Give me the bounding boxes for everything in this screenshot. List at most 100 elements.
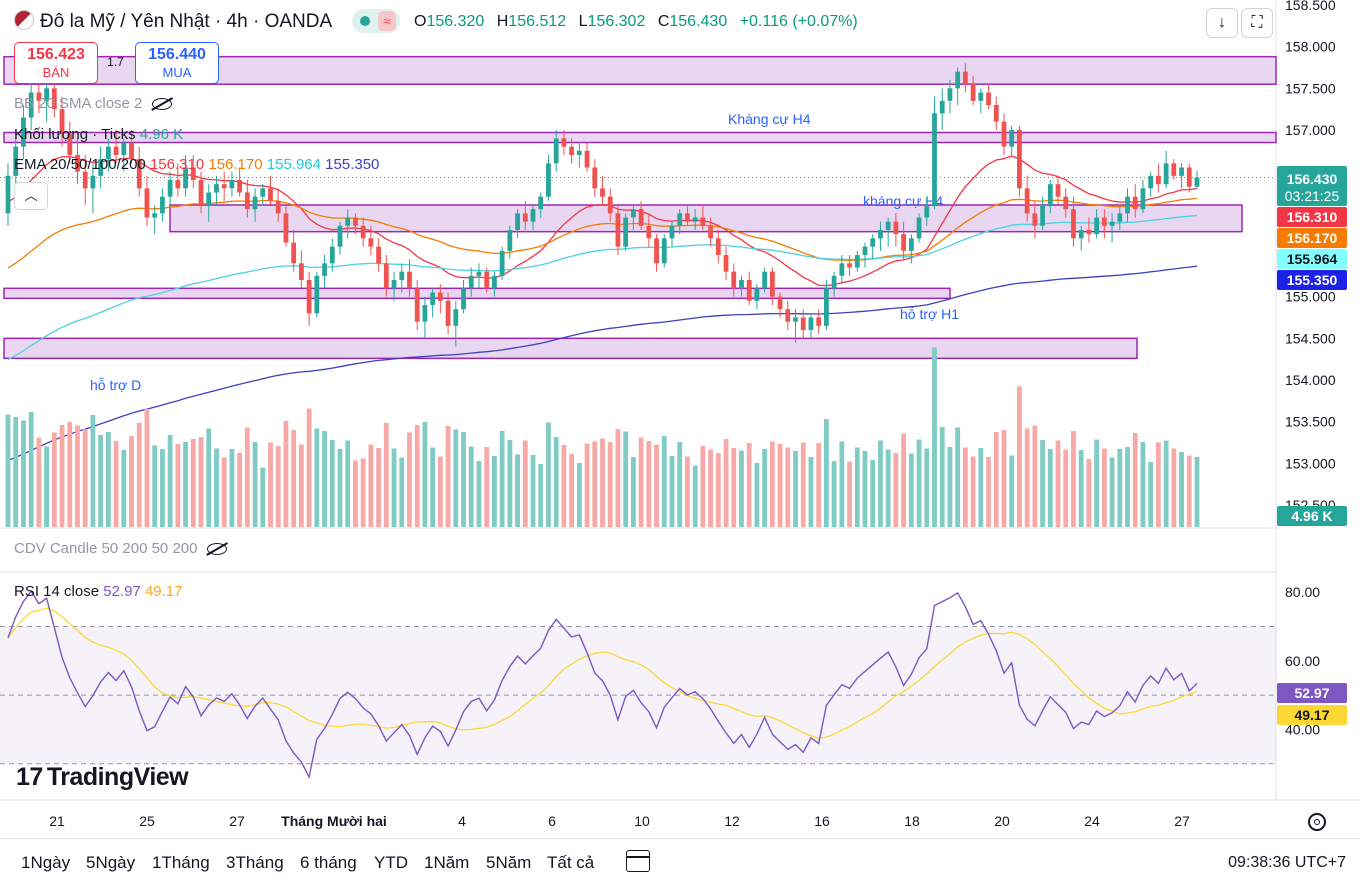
- candle: [260, 184, 266, 205]
- candle-body: [1063, 196, 1069, 210]
- candle-body: [414, 288, 420, 322]
- volume-bar: [638, 437, 644, 527]
- candle: [1055, 175, 1061, 205]
- volume-bar: [407, 432, 412, 527]
- candle: [824, 280, 829, 330]
- buy-price: 156.440: [148, 46, 206, 63]
- candle-body: [1009, 130, 1015, 147]
- clock[interactable]: 09:38:36 UTC+7: [1228, 854, 1346, 871]
- buy-button[interactable]: 156.440 MUA: [135, 42, 219, 84]
- volume-bar: [692, 465, 698, 527]
- market-status-pill[interactable]: ≈: [352, 9, 400, 33]
- candle: [607, 188, 613, 222]
- chart-canvas[interactable]: Kháng cự H4 kháng cự H4 hỗ trợ H1 hỗ trợ D 1…: [0, 0, 1360, 838]
- candle: [600, 175, 605, 205]
- rsi-legend[interactable]: RSI 14 close 52.97 49.17: [14, 583, 182, 600]
- candle-body: [978, 92, 984, 101]
- candle: [414, 280, 420, 330]
- symbol-title[interactable]: Đô la Mỹ / Yên Nhật · 4h · OANDA: [14, 10, 332, 33]
- volume-bar: [167, 435, 173, 527]
- volume-bar: [1194, 456, 1200, 527]
- volume-bar: [468, 446, 474, 527]
- candle-body: [237, 180, 243, 193]
- sell-button[interactable]: 156.423 BÁN: [14, 42, 98, 84]
- ema200-line: [7, 265, 1198, 462]
- candle-body: [1040, 205, 1045, 226]
- candle-body: [955, 71, 961, 89]
- candle-body: [839, 263, 845, 276]
- time-tick-label: 25: [139, 813, 155, 829]
- volume-bar: [82, 429, 88, 527]
- volume-legend[interactable]: Khối lượng · Ticks 4.96 K: [14, 126, 183, 143]
- tradingview-icon: 17: [16, 763, 43, 791]
- candle: [360, 217, 366, 247]
- range-all[interactable]: Tất cả: [547, 853, 595, 872]
- candle-body: [283, 213, 289, 243]
- candle-body: [461, 288, 466, 310]
- candle-body: [175, 180, 181, 189]
- eye-hidden-icon[interactable]: [152, 98, 173, 111]
- range-3m[interactable]: 3Tháng: [226, 853, 284, 872]
- volume-bar: [190, 439, 196, 527]
- fullscreen-button[interactable]: ⛶: [1241, 8, 1273, 38]
- candle-body: [1024, 188, 1030, 214]
- tradingview-logo[interactable]: 17 TradingView: [16, 763, 189, 792]
- volume-bar: [1055, 440, 1061, 527]
- gear-icon[interactable]: [1308, 813, 1326, 831]
- volume-bar: [816, 443, 822, 527]
- download-button[interactable]: ↓: [1206, 8, 1238, 38]
- candle: [692, 209, 698, 230]
- candle: [1063, 188, 1069, 218]
- candle: [1017, 125, 1022, 197]
- volume-bar: [175, 444, 181, 527]
- volume-bar: [623, 431, 629, 527]
- candle-body: [75, 155, 80, 172]
- calendar-icon[interactable]: [626, 850, 650, 872]
- range-1y[interactable]: 1Năm: [424, 853, 470, 872]
- candle-body: [893, 221, 899, 235]
- volume-bar: [916, 439, 922, 527]
- volume-bar: [75, 425, 80, 527]
- volume-bar: [206, 428, 212, 527]
- volume-bar: [847, 461, 852, 527]
- range-5y[interactable]: 5Năm: [486, 853, 532, 872]
- collapse-legend-button[interactable]: ︿: [14, 182, 48, 210]
- candle-body: [538, 196, 544, 210]
- range-6m[interactable]: 6 tháng: [300, 853, 357, 872]
- volume-bar: [1125, 447, 1130, 527]
- ohlc-readout: O156.320 H156.512 L156.302 C156.430 +0.1…: [414, 13, 866, 31]
- candle-body: [777, 296, 783, 310]
- bb-legend[interactable]: BB 20 SMA close 2: [14, 95, 173, 112]
- rsi-tick-label: 40.00: [1285, 721, 1320, 737]
- candle: [831, 271, 837, 297]
- candle: [685, 205, 690, 226]
- ema-legend[interactable]: EMA 20/50/100/200 156.310 156.170 155.96…: [14, 156, 379, 173]
- ema20-axis-tag-bg: [1277, 207, 1347, 227]
- candle: [507, 225, 513, 260]
- candle: [468, 267, 474, 297]
- range-1d[interactable]: 1Ngày: [21, 853, 71, 872]
- volume-bar: [962, 447, 968, 527]
- range-ytd[interactable]: YTD: [374, 853, 408, 872]
- volume-bar: [492, 456, 497, 527]
- cdv-legend[interactable]: CDV Candle 50 200 50 200: [14, 540, 228, 557]
- volume-bar: [600, 438, 605, 527]
- range-5d[interactable]: 5Ngày: [86, 853, 136, 872]
- volume-bar: [136, 423, 142, 527]
- eye-hidden-icon[interactable]: [207, 543, 228, 556]
- candle-body: [105, 146, 111, 160]
- volume-bar: [908, 453, 914, 527]
- candle: [785, 300, 791, 330]
- volume-bar: [715, 453, 721, 527]
- candle-body: [507, 230, 513, 251]
- volume-bar: [630, 457, 636, 527]
- candle: [121, 138, 127, 172]
- candle: [700, 205, 706, 230]
- open-value: 156.320: [426, 13, 485, 30]
- range-1m[interactable]: 1Tháng: [152, 853, 210, 872]
- volume-bar: [484, 447, 490, 527]
- candle-body: [36, 92, 42, 101]
- candle-body: [762, 271, 768, 289]
- candle-body: [1186, 167, 1192, 187]
- candle-body: [445, 300, 451, 326]
